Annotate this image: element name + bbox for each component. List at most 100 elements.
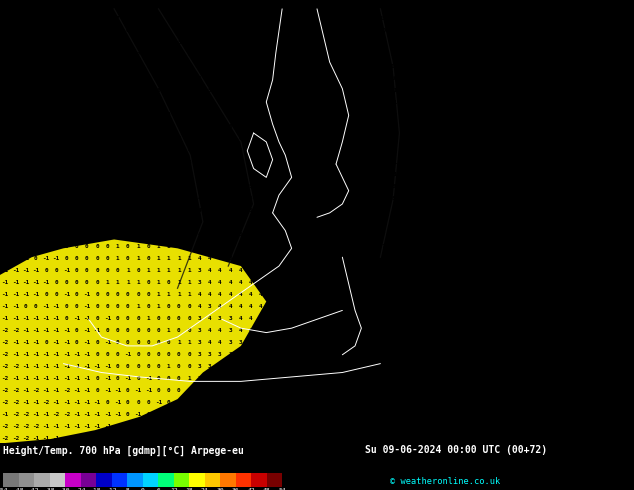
Text: -1: -1 [63, 364, 70, 368]
Text: 12: 12 [503, 124, 510, 129]
Text: 11: 11 [359, 148, 366, 153]
Text: 3: 3 [126, 208, 129, 213]
Text: 9: 9 [535, 184, 539, 189]
Text: 4: 4 [249, 292, 252, 297]
Text: 11: 11 [431, 172, 438, 177]
Text: 0: 0 [146, 304, 150, 309]
Text: 12: 12 [615, 136, 623, 141]
Text: 10: 10 [625, 376, 633, 381]
Text: 3: 3 [208, 352, 211, 357]
Text: 5: 5 [361, 352, 365, 357]
Text: 0: 0 [146, 292, 150, 297]
Text: 7: 7 [474, 376, 477, 381]
Text: 8: 8 [545, 376, 549, 381]
Text: 11: 11 [400, 172, 408, 177]
Text: 10: 10 [615, 388, 623, 392]
Text: 4: 4 [126, 184, 129, 189]
Text: 0: 0 [65, 280, 68, 285]
Text: 6: 6 [300, 208, 304, 213]
Text: 5: 5 [310, 292, 314, 297]
Text: 12: 12 [605, 160, 612, 165]
Text: 7: 7 [402, 232, 406, 237]
Text: 3: 3 [198, 364, 201, 368]
Text: 3: 3 [95, 220, 99, 225]
Text: 11: 11 [400, 76, 408, 81]
Text: -2: -2 [11, 400, 19, 405]
Text: 8: 8 [505, 316, 508, 321]
Text: 10: 10 [318, 4, 326, 9]
Text: 3: 3 [105, 124, 109, 129]
Text: 7: 7 [372, 220, 375, 225]
Text: 12: 12 [533, 112, 541, 117]
Text: 4: 4 [249, 340, 252, 345]
Text: 11: 11 [625, 280, 633, 285]
Text: 12: 12 [595, 148, 602, 153]
Text: 0: 0 [136, 400, 140, 405]
Text: 6: 6 [361, 292, 365, 297]
Text: 6: 6 [280, 172, 283, 177]
Text: -1: -1 [22, 388, 29, 392]
Text: 9: 9 [607, 400, 611, 405]
Text: 5: 5 [95, 76, 99, 81]
Text: 12: 12 [523, 88, 530, 93]
Text: 7: 7 [443, 280, 446, 285]
Text: 11: 11 [411, 148, 418, 153]
Text: 1: 1 [188, 292, 191, 297]
Text: 8: 8 [566, 424, 569, 429]
Text: 11: 11 [451, 172, 458, 177]
Text: 12: 12 [585, 4, 592, 9]
Text: 5: 5 [269, 256, 273, 261]
Text: 5: 5 [157, 136, 160, 141]
Text: 6: 6 [105, 88, 109, 93]
Text: 5: 5 [188, 112, 191, 117]
Text: -1: -1 [114, 400, 121, 405]
Text: 2: 2 [23, 160, 27, 165]
Text: 3: 3 [105, 232, 109, 237]
Text: 11: 11 [328, 88, 336, 93]
Text: 0: 0 [23, 244, 27, 249]
Text: 6: 6 [259, 196, 262, 201]
Text: 4: 4 [198, 208, 201, 213]
Text: 4: 4 [269, 364, 273, 368]
Text: 4: 4 [198, 172, 201, 177]
Text: 5: 5 [177, 64, 181, 69]
Text: 3: 3 [85, 124, 89, 129]
Text: 5: 5 [208, 148, 211, 153]
Text: 11: 11 [462, 76, 469, 81]
Text: 1: 1 [157, 244, 160, 249]
Text: 7: 7 [280, 52, 283, 57]
Text: 6: 6 [340, 208, 344, 213]
Text: 3: 3 [55, 124, 58, 129]
Text: 11: 11 [595, 16, 602, 21]
Text: 0: 0 [146, 364, 150, 368]
Text: 8: 8 [545, 412, 549, 416]
Text: 12: 12 [595, 100, 602, 105]
Text: 4: 4 [136, 208, 140, 213]
Text: 4: 4 [340, 424, 344, 429]
Text: 12: 12 [625, 52, 633, 57]
Text: 3: 3 [269, 412, 273, 416]
Text: 10: 10 [595, 304, 602, 309]
Text: 9: 9 [566, 292, 569, 297]
Text: 3: 3 [218, 424, 222, 429]
Text: 11: 11 [605, 196, 612, 201]
Text: 6: 6 [463, 388, 467, 392]
Text: 5: 5 [44, 76, 48, 81]
Text: 0: 0 [65, 256, 68, 261]
Text: 4: 4 [340, 400, 344, 405]
Text: 3: 3 [218, 352, 222, 357]
Text: 4: 4 [310, 388, 314, 392]
Text: -1: -1 [83, 328, 91, 333]
Text: 2: 2 [228, 436, 232, 441]
Text: 8: 8 [474, 352, 477, 357]
Text: 2: 2 [13, 172, 17, 177]
Text: 5: 5 [330, 400, 334, 405]
Text: 0: 0 [126, 292, 129, 297]
Text: 7: 7 [484, 328, 488, 333]
Text: 3: 3 [249, 412, 252, 416]
Text: 0: 0 [177, 364, 181, 368]
Text: 11: 11 [441, 40, 448, 45]
Text: 6: 6 [136, 100, 140, 105]
Text: 7: 7 [494, 388, 498, 392]
Text: 7: 7 [228, 4, 232, 9]
